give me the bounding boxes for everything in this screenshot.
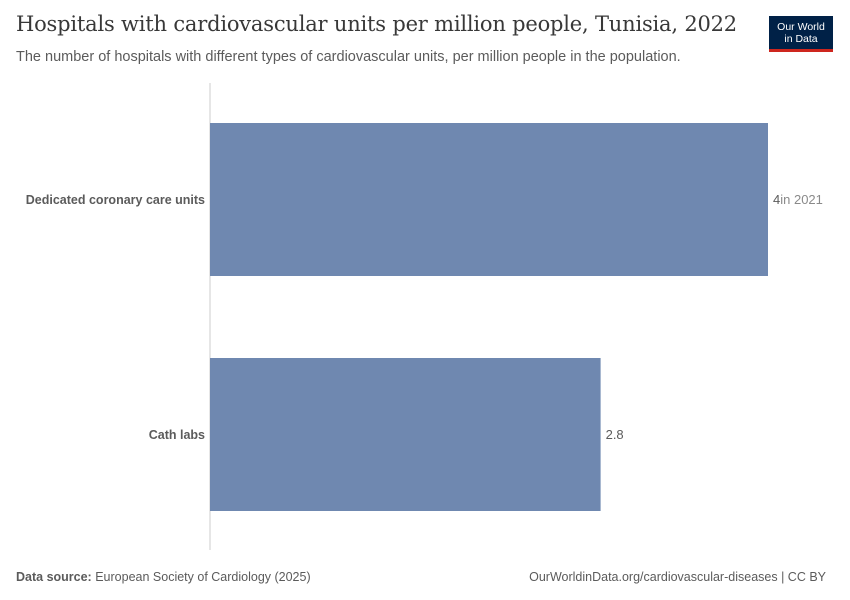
value-year-note: in 2021 — [780, 192, 823, 207]
source-url[interactable]: OurWorldinData.org/cardiovascular-diseas… — [529, 570, 826, 584]
logo-line-2: in Data — [784, 33, 818, 45]
logo-line-1: Our World — [777, 21, 825, 33]
chart-title: Hospitals with cardiovascular units per … — [16, 12, 737, 36]
bar[interactable] — [210, 358, 601, 511]
value-label: 2.8 — [606, 427, 624, 442]
owid-logo[interactable]: Our World in Data — [769, 16, 833, 52]
data-source-text[interactable]: European Society of Cardiology (2025) — [95, 570, 311, 584]
value-label: 4in 2021 — [773, 192, 823, 207]
category-label: Dedicated coronary care units — [26, 193, 205, 207]
value-number: 4 — [773, 192, 780, 207]
data-source-label: Data source: — [16, 570, 92, 584]
value-number: 2.8 — [606, 427, 624, 442]
data-source: Data source: European Society of Cardiol… — [16, 570, 311, 584]
bar[interactable] — [210, 123, 768, 276]
chart-subtitle: The number of hospitals with different t… — [16, 49, 681, 65]
category-label: Cath labs — [149, 428, 205, 442]
